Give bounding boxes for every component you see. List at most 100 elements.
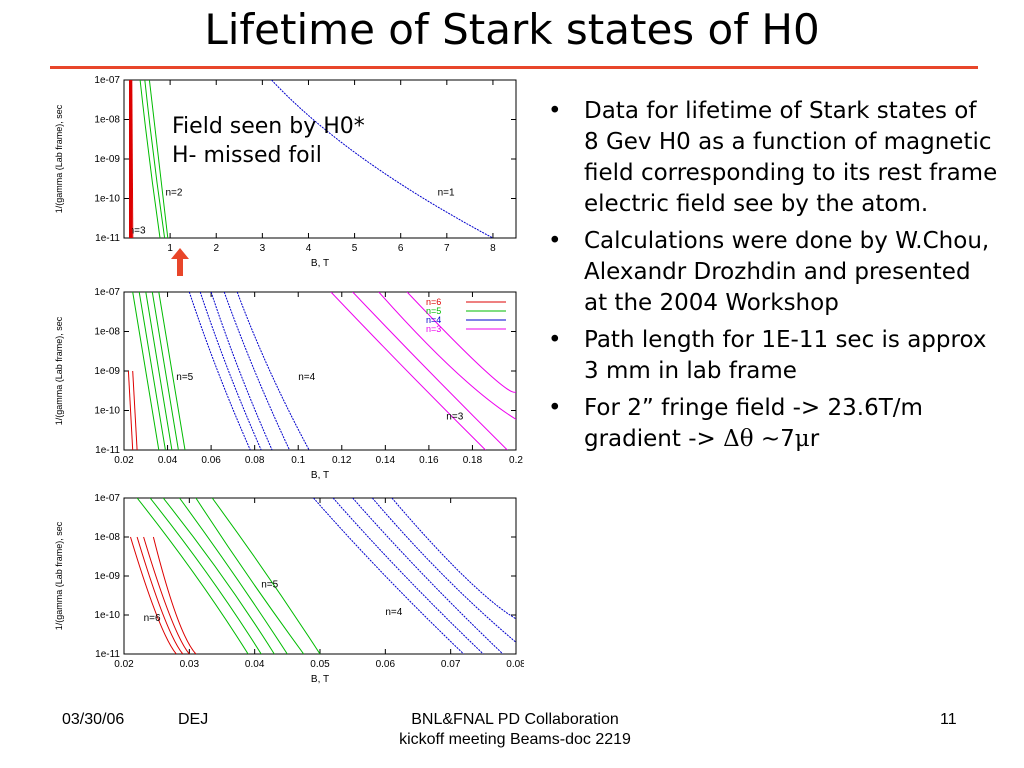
- x-tick-label: 4: [306, 243, 312, 254]
- bullet-item: Calculations were done by W.Chou, Alexan…: [548, 226, 998, 319]
- y-tick-label: 1e-09: [94, 154, 120, 165]
- chart-svg: 1e-11 1e-10 1e-09 1e-08 1e-07 0.02 0.04 0.06 0.0…: [54, 287, 523, 481]
- mu-symbol: μ: [794, 426, 810, 452]
- series-line-n2: [139, 80, 161, 238]
- x-axis-label: B, T: [311, 470, 329, 481]
- x-axis-label: B, T: [311, 674, 329, 685]
- series-line-n6: [152, 536, 197, 654]
- series-line-n4: [313, 498, 465, 654]
- field-annotation: Field seen by H0* H- missed foil: [172, 112, 365, 170]
- footer-date: 03/30/06: [62, 711, 125, 728]
- series-line-n5: [136, 498, 249, 654]
- series-line-n5: [151, 292, 179, 450]
- bullet-item: Data for lifetime of Stark states of 8 G…: [548, 96, 998, 220]
- x-tick-label: 0.08: [245, 455, 265, 466]
- x-tick-label: 0.04: [245, 659, 265, 670]
- series-line-n4: [223, 292, 290, 450]
- x-axis-label: B, T: [311, 258, 329, 269]
- y-tick-label: 1e-10: [94, 610, 120, 621]
- bullet-text: For 2” fringe field -> 23.6T/m gradient …: [584, 395, 923, 452]
- bullet-list: Data for lifetime of Stark states of 8 G…: [548, 96, 998, 461]
- y-axis-label: 1/(gamma (Lab frame), sec: [54, 104, 64, 213]
- plot-lifetime-mid-range: 1e-11 1e-10 1e-09 1e-08 1e-07 0.02 0.04 0.06 0.0…: [48, 286, 524, 482]
- curve-annotation: n=3: [129, 225, 146, 236]
- series-line-n4: [352, 498, 504, 654]
- series-line-n2: [148, 80, 169, 238]
- legend-label: n=3: [426, 324, 441, 334]
- x-tick-label: 0.03: [180, 659, 200, 670]
- x-tick-label: 3: [260, 243, 266, 254]
- bullet-item: For 2” fringe field -> 23.6T/m gradient …: [548, 393, 998, 455]
- curve-annotation: n=4: [385, 607, 402, 618]
- footer-collab-line-1: BNL&FNAL PD Collaboration: [411, 711, 619, 728]
- curve-annotation: n=5: [176, 372, 193, 383]
- series-line-n5: [195, 498, 305, 654]
- x-tick-label: 0.04: [158, 455, 178, 466]
- series-line-n3m: [352, 292, 508, 450]
- series-line-n5: [138, 292, 166, 450]
- series-line-n5: [211, 498, 321, 654]
- bullet-text: r: [809, 426, 820, 452]
- slide-title: Lifetime of Stark states of H0: [204, 5, 820, 54]
- y-tick-label: 1e-09: [94, 366, 120, 377]
- footer-collab-line-2: kickoff meeting Beams-doc 2219: [399, 731, 631, 748]
- bullet-text: Data for lifetime of Stark states of 8 G…: [584, 98, 998, 217]
- series-line-n5: [145, 292, 173, 450]
- annotation-line-2: H- missed foil: [172, 143, 322, 168]
- series-line-n4: [371, 498, 516, 643]
- curve-annotation: n=2: [166, 187, 183, 198]
- x-tick-label: 0.18: [463, 455, 483, 466]
- plot-lifetime-low-range: 1e-11 1e-10 1e-09 1e-08 1e-07 0.02 0.03 0.04 0.0…: [48, 492, 524, 686]
- y-tick-label: 1e-08: [94, 115, 120, 126]
- x-tick-label: 2: [213, 243, 219, 254]
- x-tick-label: 8: [490, 243, 496, 254]
- field-marker-bar: [128, 80, 132, 238]
- bullet-text: Calculations were done by W.Chou, Alexan…: [584, 228, 990, 316]
- y-tick-label: 1e-08: [94, 532, 120, 543]
- series-line-n4: [236, 292, 310, 450]
- y-tick-label: 1e-11: [95, 233, 120, 244]
- series-line-n5: [158, 292, 186, 450]
- legend-label: n=5: [426, 306, 441, 316]
- series-line-n4: [391, 498, 516, 620]
- series-group: [130, 498, 516, 654]
- series-line-n3m: [330, 292, 486, 450]
- y-tick-label: 1e-07: [94, 287, 120, 298]
- series-line-n3m: [406, 292, 516, 393]
- series-line-n5: [162, 498, 275, 654]
- series-line-n1: [271, 80, 494, 238]
- bullet-text: Path length for 1E-11 sec is approx 3 mm…: [584, 327, 987, 384]
- x-tick-label: 0.2: [509, 455, 523, 466]
- plot-lifetime-full-range: 1e-11 1e-10 1e-09 1e-08 1e-07 1 2 3 4 5 6 7 8 B, T 1/(…: [48, 74, 524, 270]
- x-tick-label: 1: [167, 243, 173, 254]
- x-tick-label: 6: [398, 243, 404, 254]
- annotation-line-1: Field seen by H0*: [172, 114, 365, 139]
- x-tick-label: 7: [444, 243, 450, 254]
- x-tick-label: 0.1: [291, 455, 305, 466]
- x-tick-label: 0.05: [310, 659, 330, 670]
- y-tick-label: 1e-08: [94, 327, 120, 338]
- x-tick-label: 0.08: [506, 659, 524, 670]
- series-line-n6: [136, 536, 184, 654]
- curve-annotation: n=6: [144, 613, 161, 624]
- legend-label: n=6: [426, 297, 441, 307]
- up-arrow-icon: [171, 248, 189, 276]
- series-line-n6: [132, 370, 138, 450]
- series-group: [127, 292, 516, 450]
- y-tick-label: 1e-10: [94, 194, 120, 205]
- series-line-n5: [132, 292, 160, 450]
- series-line-n4: [332, 498, 484, 654]
- delta-theta-symbol: Δθ: [723, 426, 754, 452]
- footer-collaboration: BNL&FNAL PD Collaboration kickoff meetin…: [350, 710, 680, 750]
- legend-label: n=4: [426, 315, 441, 325]
- series-line-n3m: [378, 292, 516, 420]
- curve-annotation: n=4: [298, 372, 315, 383]
- y-axis-label: 1/(gamma (Lab frame), sec: [54, 521, 64, 630]
- series-line-n5: [179, 498, 288, 654]
- y-tick-label: 1e-11: [95, 649, 120, 660]
- x-tick-label: 0.02: [114, 659, 134, 670]
- x-tick-label: 0.12: [332, 455, 352, 466]
- series-line-n6: [127, 370, 134, 450]
- series-line-n5: [149, 498, 262, 654]
- y-tick-label: 1e-10: [94, 406, 120, 417]
